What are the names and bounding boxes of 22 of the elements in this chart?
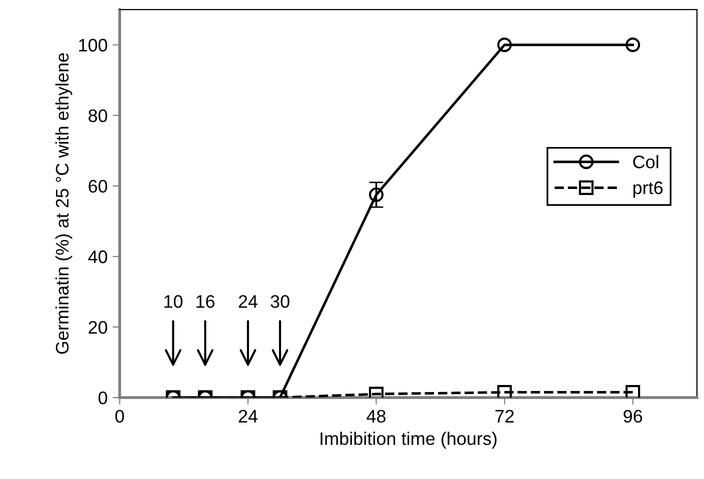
y-tick-label: 60: [88, 180, 108, 193]
x-axis-title: Imbibition time (hours): [320, 432, 497, 449]
legend-label: prt6: [633, 181, 663, 198]
y-axis-title: Germinatin (%) at 25 °C with ethylene: [55, 53, 72, 354]
x-tick-label: 72: [495, 410, 514, 422]
y-tick-label: 20: [88, 320, 108, 334]
x-tick-label: 48: [366, 410, 386, 423]
y-tick-label: 40: [88, 250, 108, 264]
annotation: 30: [270, 295, 290, 308]
point: [626, 38, 640, 52]
annotation: 24: [238, 295, 258, 308]
point: [368, 187, 384, 202]
y-tick-label: 100: [79, 38, 108, 52]
legend-label: Col: [633, 155, 658, 168]
x-tick-label: 0: [115, 410, 124, 423]
annotation: 10: [164, 295, 182, 308]
x-tick-label: 24: [238, 410, 258, 422]
point: [497, 38, 512, 52]
y-tick-label: 80: [88, 109, 108, 122]
y-tick-label: 0: [98, 392, 108, 404]
x-tick-label: 96: [624, 410, 642, 423]
annotation: 16: [196, 295, 214, 308]
